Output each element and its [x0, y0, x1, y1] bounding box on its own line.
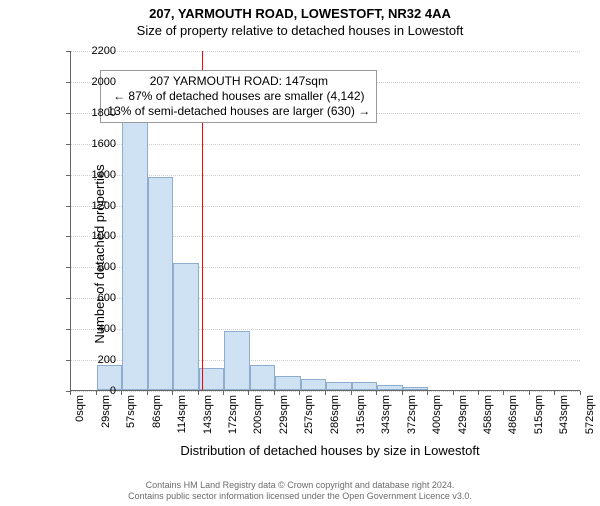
y-tick-mark	[66, 236, 70, 237]
x-tick-mark	[351, 391, 352, 395]
page-subtitle: Size of property relative to detached ho…	[0, 23, 600, 38]
x-tick-label: 372sqm	[406, 395, 418, 434]
histogram-bar	[173, 263, 199, 390]
x-tick-mark	[70, 391, 71, 395]
x-tick-mark	[376, 391, 377, 395]
y-tick-label: 2000	[82, 76, 116, 88]
y-tick-mark	[66, 113, 70, 114]
x-tick-label: 429sqm	[457, 395, 469, 434]
x-tick-mark	[96, 391, 97, 395]
copyright-line1: Contains HM Land Registry data © Crown c…	[0, 480, 600, 491]
chart-container: Number of detached properties 207 YARMOU…	[30, 51, 590, 456]
gridline	[71, 51, 580, 52]
histogram-bar	[148, 177, 174, 390]
y-tick-label: 200	[82, 354, 116, 366]
y-tick-label: 600	[82, 292, 116, 304]
x-axis-label: Distribution of detached houses by size …	[70, 443, 590, 458]
histogram-bar	[326, 382, 352, 390]
x-tick-label: 572sqm	[584, 395, 596, 434]
x-tick-label: 143sqm	[202, 395, 214, 434]
x-tick-label: 286sqm	[329, 395, 341, 434]
y-tick-label: 1800	[82, 107, 116, 119]
x-tick-mark	[427, 391, 428, 395]
x-tick-label: 0sqm	[74, 395, 86, 422]
x-tick-label: 515sqm	[533, 395, 545, 434]
x-tick-mark	[274, 391, 275, 395]
histogram-bar	[250, 365, 276, 390]
x-tick-mark	[325, 391, 326, 395]
y-tick-mark	[66, 329, 70, 330]
x-tick-mark	[248, 391, 249, 395]
x-tick-mark	[402, 391, 403, 395]
y-tick-label: 1200	[82, 200, 116, 212]
histogram-bar	[403, 387, 429, 390]
annotation-line3: 13% of semi-detached houses are larger (…	[107, 104, 370, 119]
y-tick-mark	[66, 206, 70, 207]
x-tick-label: 343sqm	[380, 395, 392, 434]
x-tick-label: 543sqm	[558, 395, 570, 434]
x-tick-mark	[478, 391, 479, 395]
x-tick-mark	[453, 391, 454, 395]
y-tick-mark	[66, 51, 70, 52]
x-tick-label: 57sqm	[125, 395, 137, 428]
x-tick-label: 200sqm	[252, 395, 264, 434]
x-tick-mark	[147, 391, 148, 395]
y-tick-mark	[66, 82, 70, 83]
x-tick-mark	[198, 391, 199, 395]
x-tick-label: 29sqm	[100, 395, 112, 428]
x-tick-mark	[223, 391, 224, 395]
copyright-line2: Contains public sector information licen…	[0, 491, 600, 502]
plot-area: 207 YARMOUTH ROAD: 147sqm← 87% of detach…	[70, 51, 580, 391]
x-tick-label: 400sqm	[431, 395, 443, 434]
x-tick-label: 114sqm	[176, 395, 188, 433]
y-tick-label: 800	[82, 261, 116, 273]
x-tick-mark	[580, 391, 581, 395]
histogram-bar	[122, 113, 148, 390]
x-tick-mark	[121, 391, 122, 395]
x-tick-label: 486sqm	[507, 395, 519, 434]
y-tick-mark	[66, 267, 70, 268]
histogram-bar	[224, 331, 250, 390]
x-tick-mark	[503, 391, 504, 395]
x-tick-mark	[529, 391, 530, 395]
y-tick-mark	[66, 298, 70, 299]
x-tick-label: 86sqm	[151, 395, 163, 428]
x-tick-mark	[172, 391, 173, 395]
x-tick-label: 315sqm	[355, 395, 367, 434]
x-tick-label: 257sqm	[303, 395, 315, 434]
x-tick-label: 229sqm	[278, 395, 290, 434]
y-tick-mark	[66, 175, 70, 176]
copyright-text: Contains HM Land Registry data © Crown c…	[0, 480, 600, 503]
x-tick-label: 172sqm	[227, 395, 239, 434]
x-tick-mark	[299, 391, 300, 395]
y-tick-mark	[66, 144, 70, 145]
annotation-line2: ← 87% of detached houses are smaller (4,…	[107, 89, 370, 104]
annotation-line1: 207 YARMOUTH ROAD: 147sqm	[107, 74, 370, 89]
page-title: 207, YARMOUTH ROAD, LOWESTOFT, NR32 4AA	[0, 6, 600, 21]
y-tick-label: 400	[82, 323, 116, 335]
histogram-bar	[352, 382, 378, 390]
x-tick-mark	[554, 391, 555, 395]
y-tick-mark	[66, 360, 70, 361]
y-tick-label: 1600	[82, 138, 116, 150]
histogram-bar	[301, 379, 327, 390]
y-tick-label: 1400	[82, 169, 116, 181]
x-tick-label: 458sqm	[482, 395, 494, 434]
histogram-bar	[377, 385, 403, 390]
histogram-bar	[275, 376, 301, 390]
annotation-box: 207 YARMOUTH ROAD: 147sqm← 87% of detach…	[100, 70, 377, 123]
y-tick-label: 1000	[82, 230, 116, 242]
y-tick-label: 2200	[82, 45, 116, 57]
